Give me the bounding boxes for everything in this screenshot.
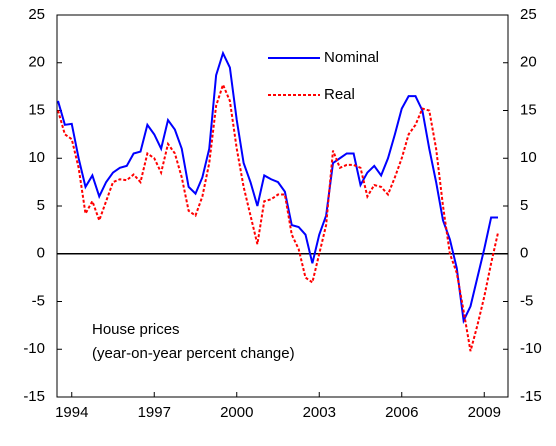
y2-tick-label: -15	[520, 388, 542, 405]
x-tick-label: 2000	[220, 404, 253, 421]
y-tick-label: 5	[37, 197, 45, 214]
annotation: (year-on-year percent change)	[92, 345, 295, 362]
x-tick-label: 2003	[303, 404, 336, 421]
y2-tick-label: -5	[520, 292, 533, 309]
x-tick-label: 2006	[385, 404, 418, 421]
x-tick-label: 2009	[468, 404, 501, 421]
y2-tick-label: 10	[520, 149, 537, 166]
x-tick-label: 1997	[138, 404, 171, 421]
y-tick-label: -10	[23, 340, 45, 357]
y2-tick-label: -10	[520, 340, 542, 357]
y2-tick-label: 25	[520, 6, 537, 23]
y2-tick-label: 15	[520, 101, 537, 118]
y-tick-label: -15	[23, 388, 45, 405]
x-tick-label: 1994	[55, 404, 88, 421]
y-tick-label: 15	[28, 101, 45, 118]
y2-tick-label: 0	[520, 245, 528, 262]
y2-tick-label: 20	[520, 54, 537, 71]
line-series	[57, 81, 499, 352]
y-tick-label: 0	[37, 245, 45, 262]
line-series	[57, 50, 498, 325]
y-tick-label: 20	[28, 54, 45, 71]
y2-tick-label: 5	[520, 197, 528, 214]
legend-label: Nominal	[324, 49, 379, 66]
legend-label: Real	[324, 86, 355, 103]
y-tick-label: 10	[28, 149, 45, 166]
y-tick-label: 25	[28, 6, 45, 23]
annotation: House prices	[92, 321, 180, 338]
y-tick-label: -5	[32, 292, 45, 309]
